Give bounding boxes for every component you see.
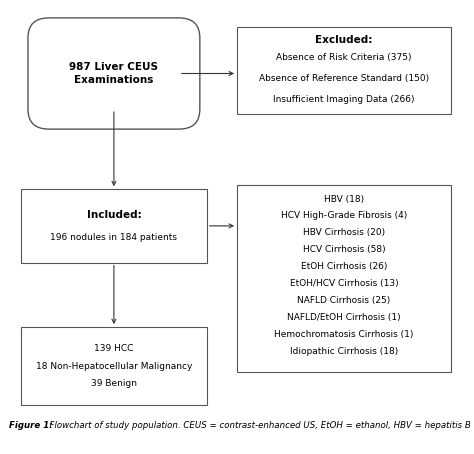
Text: 18 Non-Hepatocellular Malignancy: 18 Non-Hepatocellular Malignancy bbox=[36, 361, 192, 370]
Text: 39 Benign: 39 Benign bbox=[91, 380, 137, 388]
Text: HBV Cirrhosis (20): HBV Cirrhosis (20) bbox=[303, 228, 385, 237]
Text: HBV (18): HBV (18) bbox=[324, 194, 364, 203]
Text: Hemochromatosis Cirrhosis (1): Hemochromatosis Cirrhosis (1) bbox=[274, 330, 413, 339]
Text: 139 HCC: 139 HCC bbox=[94, 344, 134, 353]
Text: 987 Liver CEUS
Examinations: 987 Liver CEUS Examinations bbox=[69, 62, 158, 85]
FancyBboxPatch shape bbox=[237, 185, 451, 371]
Text: Flowchart of study population. CEUS = contrast-enhanced US, EtOH = ethanol, HBV : Flowchart of study population. CEUS = co… bbox=[44, 420, 474, 429]
Text: NAFLD Cirrhosis (25): NAFLD Cirrhosis (25) bbox=[297, 296, 391, 305]
FancyBboxPatch shape bbox=[21, 327, 207, 405]
Text: Idiopathic Cirrhosis (18): Idiopathic Cirrhosis (18) bbox=[290, 347, 398, 355]
FancyBboxPatch shape bbox=[237, 27, 451, 114]
Text: 196 nodules in 184 patients: 196 nodules in 184 patients bbox=[50, 232, 177, 242]
Text: HCV Cirrhosis (58): HCV Cirrhosis (58) bbox=[302, 245, 385, 254]
Text: Included:: Included: bbox=[87, 210, 141, 220]
Text: EtOH/HCV Cirrhosis (13): EtOH/HCV Cirrhosis (13) bbox=[290, 279, 398, 288]
Text: Excluded:: Excluded: bbox=[315, 35, 373, 45]
Text: EtOH Cirrhosis (26): EtOH Cirrhosis (26) bbox=[301, 262, 387, 271]
FancyBboxPatch shape bbox=[28, 18, 200, 129]
Text: NAFLD/EtOH Cirrhosis (1): NAFLD/EtOH Cirrhosis (1) bbox=[287, 313, 401, 322]
Text: Absence of Risk Criteria (375): Absence of Risk Criteria (375) bbox=[276, 53, 411, 62]
FancyBboxPatch shape bbox=[21, 189, 207, 262]
Text: HCV High-Grade Fibrosis (4): HCV High-Grade Fibrosis (4) bbox=[281, 212, 407, 221]
Text: Absence of Reference Standard (150): Absence of Reference Standard (150) bbox=[259, 74, 429, 83]
Text: Figure 1:: Figure 1: bbox=[9, 420, 53, 429]
Text: Insufficient Imaging Data (266): Insufficient Imaging Data (266) bbox=[273, 95, 415, 104]
